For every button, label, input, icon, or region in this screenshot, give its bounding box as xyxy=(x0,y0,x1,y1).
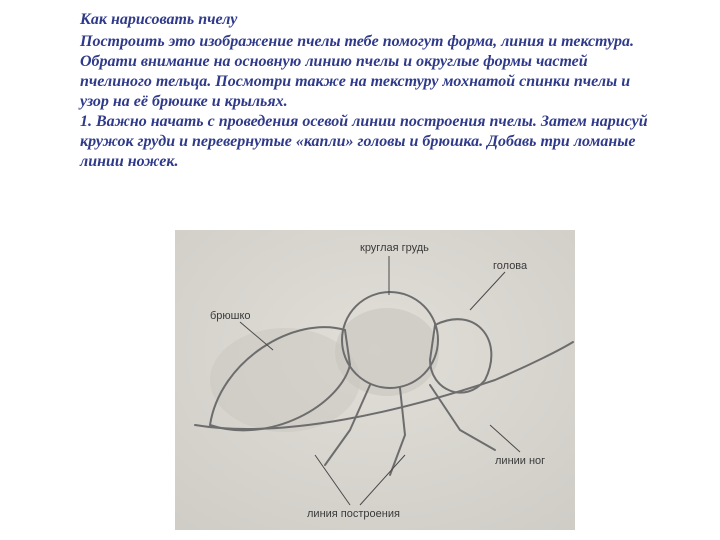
bee-sketch-figure: круглая грудь голова брюшко линии ног ли… xyxy=(175,230,575,530)
bee-sketch-svg xyxy=(175,230,575,530)
title: Как нарисовать пчелу xyxy=(80,10,650,30)
label-abdomen: брюшко xyxy=(210,310,251,322)
label-head: голова xyxy=(493,260,527,272)
label-thorax: круглая грудь xyxy=(360,242,429,254)
intro-paragraph: Построить это изображение пчелы тебе пом… xyxy=(80,32,650,112)
label-construction: линия построения xyxy=(307,508,400,520)
step-paragraph: 1. Важно начать с проведения осевой лини… xyxy=(80,112,650,172)
page: Как нарисовать пчелу Построить это изобр… xyxy=(0,0,720,540)
abdomen-shade xyxy=(210,328,360,432)
label-legs: линии ног xyxy=(495,455,545,467)
